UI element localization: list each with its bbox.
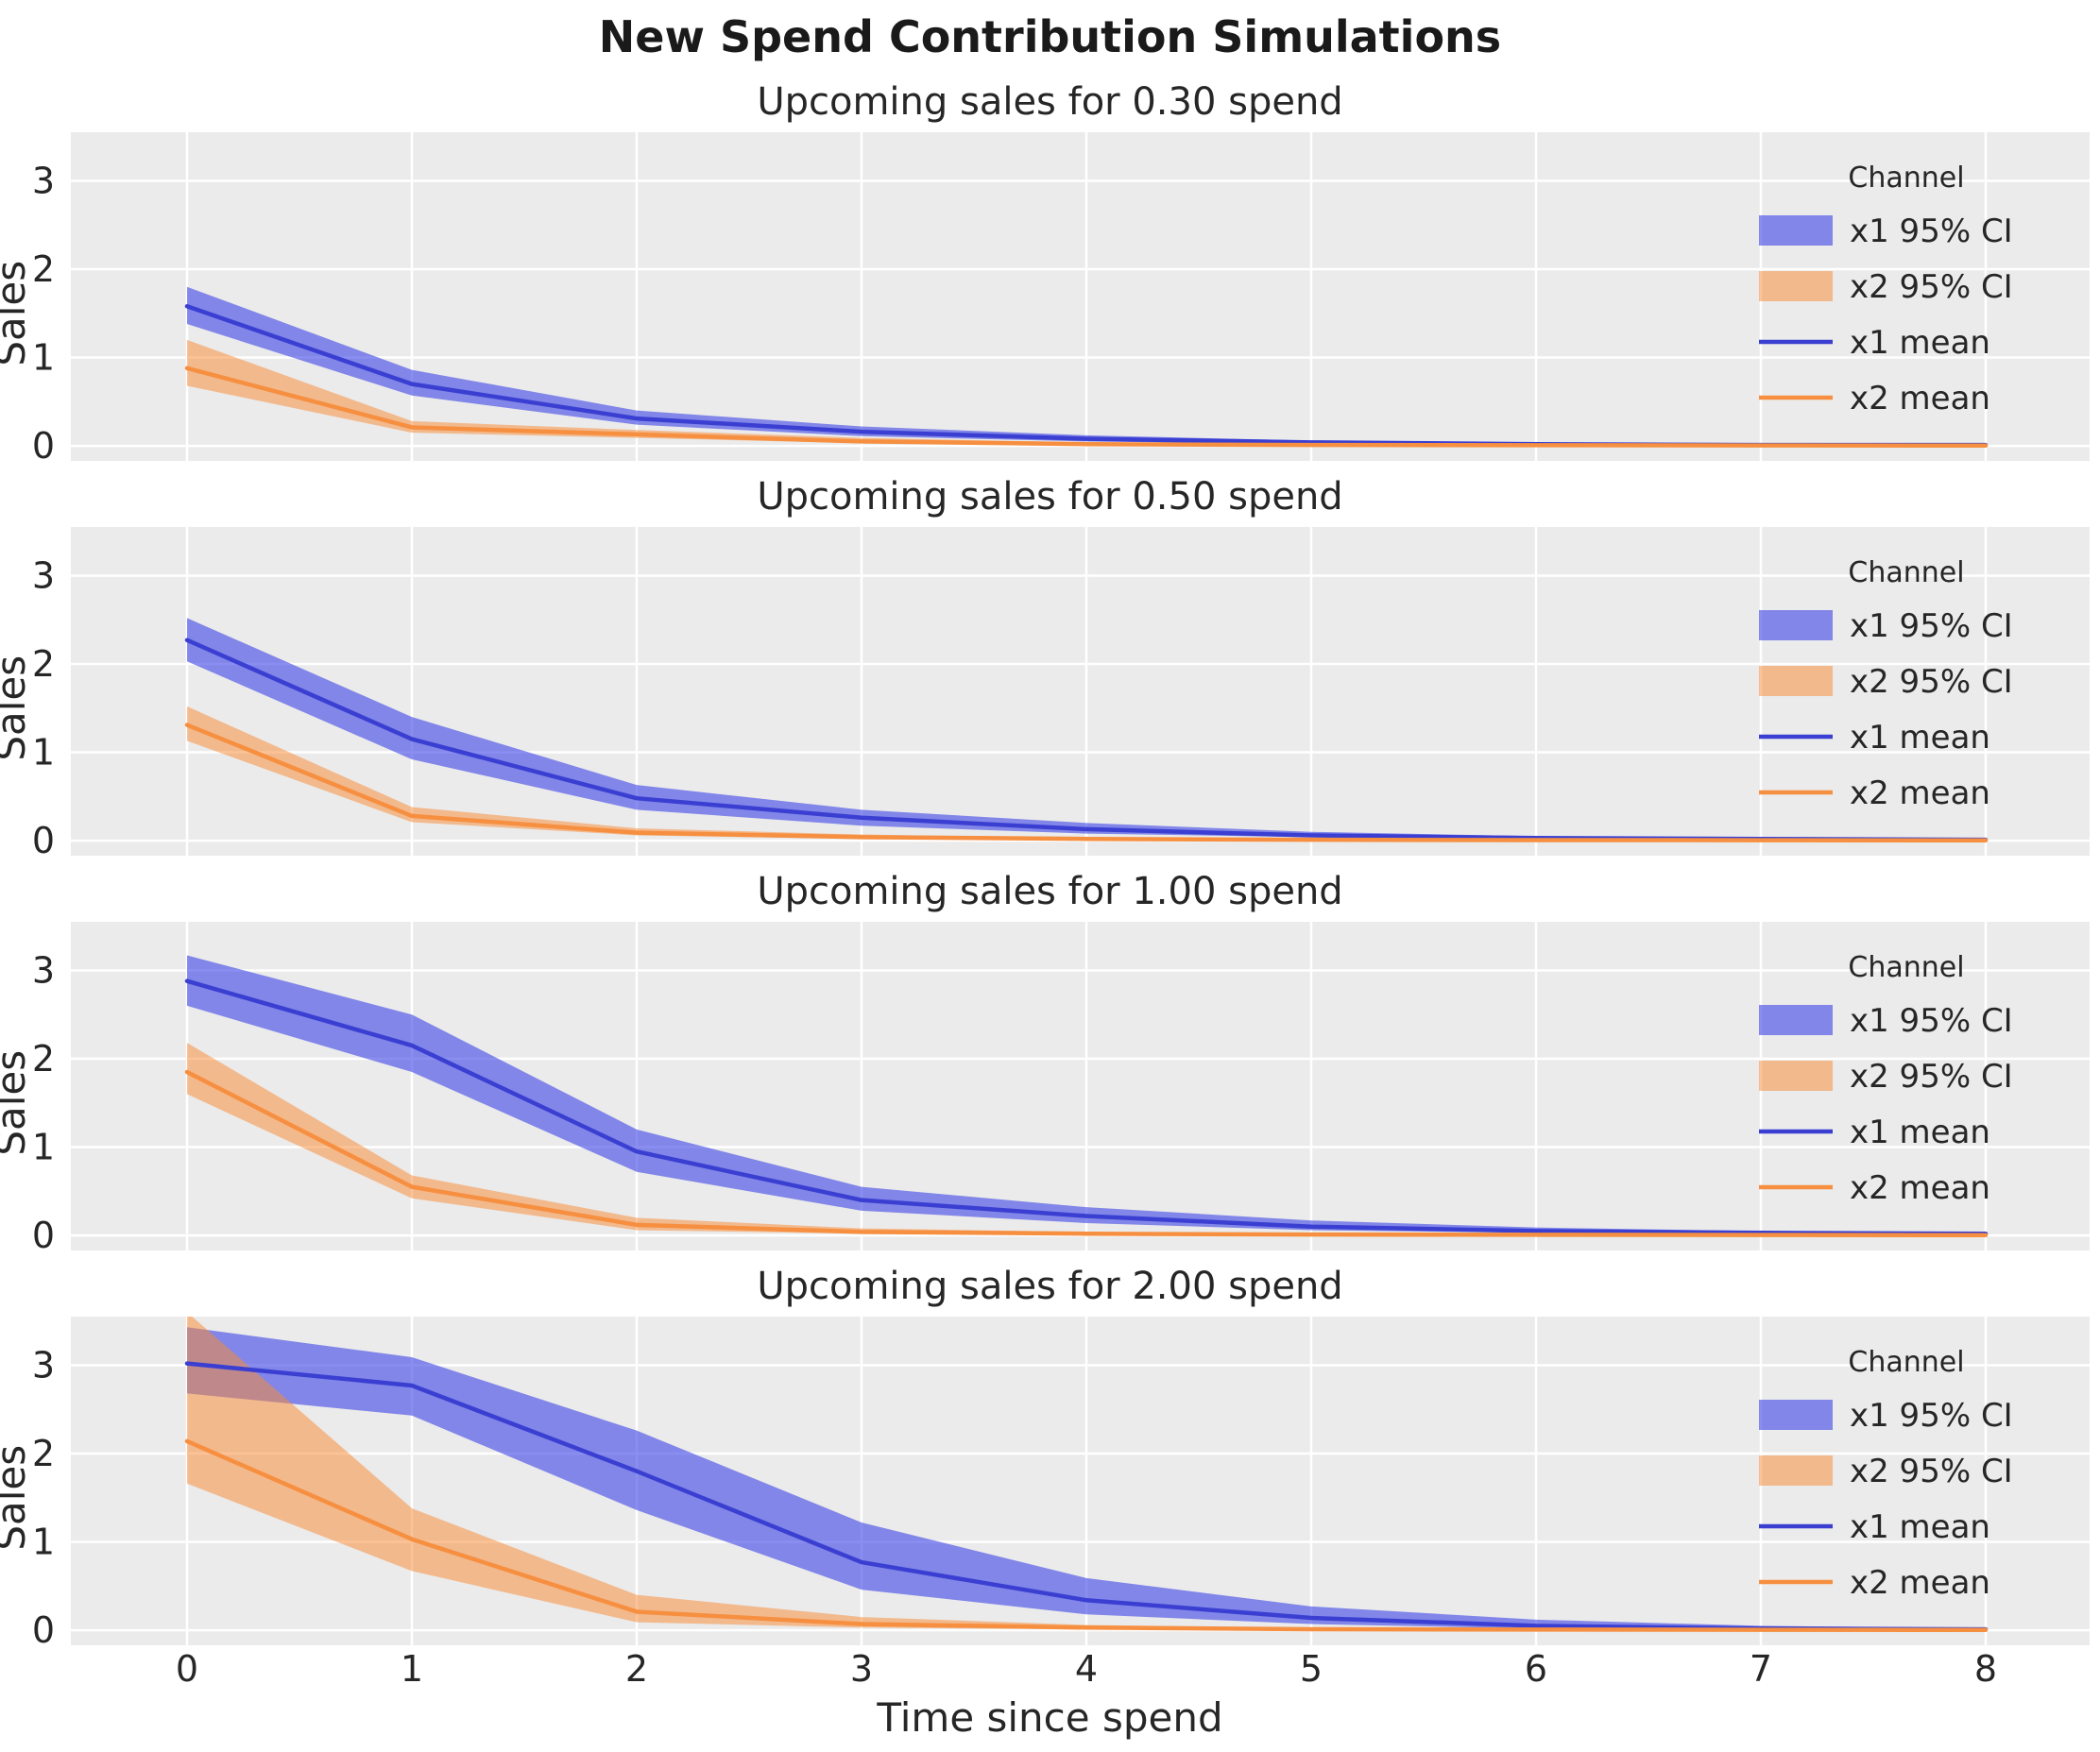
legend-entry-label: x2 95% CI [1850, 1453, 2013, 1490]
x-tick-label: 4 [1075, 1648, 1098, 1690]
x1-ci-band [187, 955, 1986, 1235]
x2-mean-line [184, 366, 1989, 448]
x-tick-label: 0 [176, 1648, 198, 1690]
y-tick-label: 0 [32, 425, 55, 461]
plot-series-group [184, 955, 1989, 1237]
y-tick-label: 2 [32, 1038, 55, 1080]
y-tick-label: 1 [32, 732, 55, 774]
y-tick-label: 0 [32, 1215, 55, 1250]
legend-entry-label: x1 mean [1850, 1114, 1990, 1151]
subplot-1-title: Upcoming sales for 0.30 spend [757, 80, 1343, 124]
legend-swatch-x1-ci [1759, 1005, 1833, 1035]
legend-entry-label: x1 95% CI [1850, 1397, 2013, 1435]
plot-series-group [184, 618, 1989, 842]
legend-swatch-x2-ci [1759, 1455, 1833, 1486]
legend-entry-label: x2 mean [1850, 774, 1990, 812]
y-axis-label: Sales [0, 1050, 34, 1156]
y-tick-label: 0 [32, 1609, 55, 1645]
y-tick-label: 3 [32, 554, 55, 596]
plot-series-group [184, 1317, 1989, 1632]
x1-mean-line [184, 978, 1989, 1236]
shared-x-axis: 0 1 2 3 4 5 6 7 8 [0, 1645, 2100, 1691]
subplot-4-axes: 0 1 2 3 Sales Channel x1 95% CI x2 95% CI x1 mea… [0, 1317, 2090, 1645]
legend-entry-label: x2 95% CI [1850, 1058, 2013, 1096]
legend-entry-label: x2 mean [1850, 1564, 1990, 1602]
x-tick-labels: 0 1 2 3 4 5 6 7 8 [176, 1648, 1997, 1690]
x-tick-label: 8 [1974, 1648, 1997, 1690]
legend-entry-label: x2 mean [1850, 380, 1990, 417]
legend-swatch-x1-ci [1759, 610, 1833, 640]
figure-title: New Spend Contribution Simulations [598, 11, 1502, 62]
subplot-3-title: Upcoming sales for 1.00 spend [757, 870, 1343, 913]
y-tick-label: 2 [32, 248, 55, 290]
x2-mean-line [184, 1069, 1989, 1237]
legend-title: Channel [1848, 951, 1964, 984]
subplot-1: Upcoming sales for 0.30 spend 0 1 2 3 Sales C… [0, 66, 2100, 461]
legend-swatch-x2-ci [1759, 271, 1833, 301]
legend: Channel x1 95% CI x2 95% CI x1 mean x2 mean [1759, 162, 2013, 417]
legend-entry-label: x1 95% CI [1850, 213, 2013, 250]
legend-title: Channel [1848, 556, 1964, 589]
legend-entry-label: x2 95% CI [1850, 268, 2013, 306]
x-tick-label: 2 [625, 1648, 648, 1690]
subplot-4: Upcoming sales for 2.00 spend 0 1 2 3 Sales C… [0, 1250, 2100, 1645]
x-tick-label: 3 [850, 1648, 873, 1690]
legend-entry-label: x1 mean [1850, 1508, 1990, 1546]
x1-ci-band [187, 1327, 1986, 1630]
legend-swatch-x2-ci [1759, 1061, 1833, 1091]
plot-background [71, 527, 2090, 856]
legend-swatch-x2-ci [1759, 666, 1833, 696]
y-tick-label: 1 [32, 337, 55, 379]
legend: Channel x1 95% CI x2 95% CI x1 mean x2 mean [1759, 951, 2013, 1207]
y-axis-label: Sales [0, 1445, 34, 1551]
legend-entry-label: x1 mean [1850, 324, 1990, 362]
subplot-1-axes: 0 1 2 3 Sales Channel x1 95% CI x2 95% CI x1 mea… [0, 132, 2090, 461]
y-tick-label: 2 [32, 643, 55, 685]
subplot-2-title: Upcoming sales for 0.50 spend [757, 475, 1343, 519]
subplot-3: Upcoming sales for 1.00 spend 0 1 2 3 Sales C… [0, 856, 2100, 1250]
y-tick-label: 1 [32, 1127, 55, 1168]
legend-swatch-x1-ci [1759, 1400, 1833, 1430]
legend-entry-label: x1 95% CI [1850, 1002, 2013, 1040]
subplot-3-axes: 0 1 2 3 Sales Channel x1 95% CI x2 95% CI x1 mea… [0, 922, 2090, 1250]
x-tick-label: 1 [401, 1648, 423, 1690]
x-tick-label: 7 [1750, 1648, 1772, 1690]
plot-background [71, 132, 2090, 461]
legend-entry-label: x1 mean [1850, 719, 1990, 757]
y-tick-label: 3 [32, 1344, 55, 1386]
y-tick-label: 0 [32, 820, 55, 856]
y-tick-label: 1 [32, 1522, 55, 1563]
y-axis-label: Sales [0, 655, 34, 761]
subplot-2: Upcoming sales for 0.50 spend 0 1 2 3 Sales C… [0, 461, 2100, 856]
x-tick-label: 6 [1525, 1648, 1547, 1690]
legend-entry-label: x1 95% CI [1850, 607, 2013, 645]
y-tick-label: 3 [32, 160, 55, 201]
legend-entry-label: x2 95% CI [1850, 663, 2013, 701]
legend-entry-label: x2 mean [1850, 1169, 1990, 1207]
subplot-4-title: Upcoming sales for 2.00 spend [757, 1265, 1343, 1308]
legend-title: Channel [1848, 1346, 1964, 1379]
x2-mean-line [184, 1438, 1989, 1632]
plot-series-group [184, 286, 1989, 448]
y-tick-label: 2 [32, 1433, 55, 1474]
legend: Channel x1 95% CI x2 95% CI x1 mean x2 mean [1759, 1346, 2013, 1602]
x2-mean-line [184, 723, 1989, 842]
legend-swatch-x1-ci [1759, 215, 1833, 246]
x-tick-label: 5 [1300, 1648, 1323, 1690]
y-tick-label: 3 [32, 949, 55, 991]
y-axis-label: Sales [0, 261, 34, 366]
legend: Channel x1 95% CI x2 95% CI x1 mean x2 mean [1759, 556, 2013, 812]
subplot-2-axes: 0 1 2 3 Sales Channel x1 95% CI x2 95% CI x1 mea… [0, 527, 2090, 856]
legend-title: Channel [1848, 162, 1964, 195]
